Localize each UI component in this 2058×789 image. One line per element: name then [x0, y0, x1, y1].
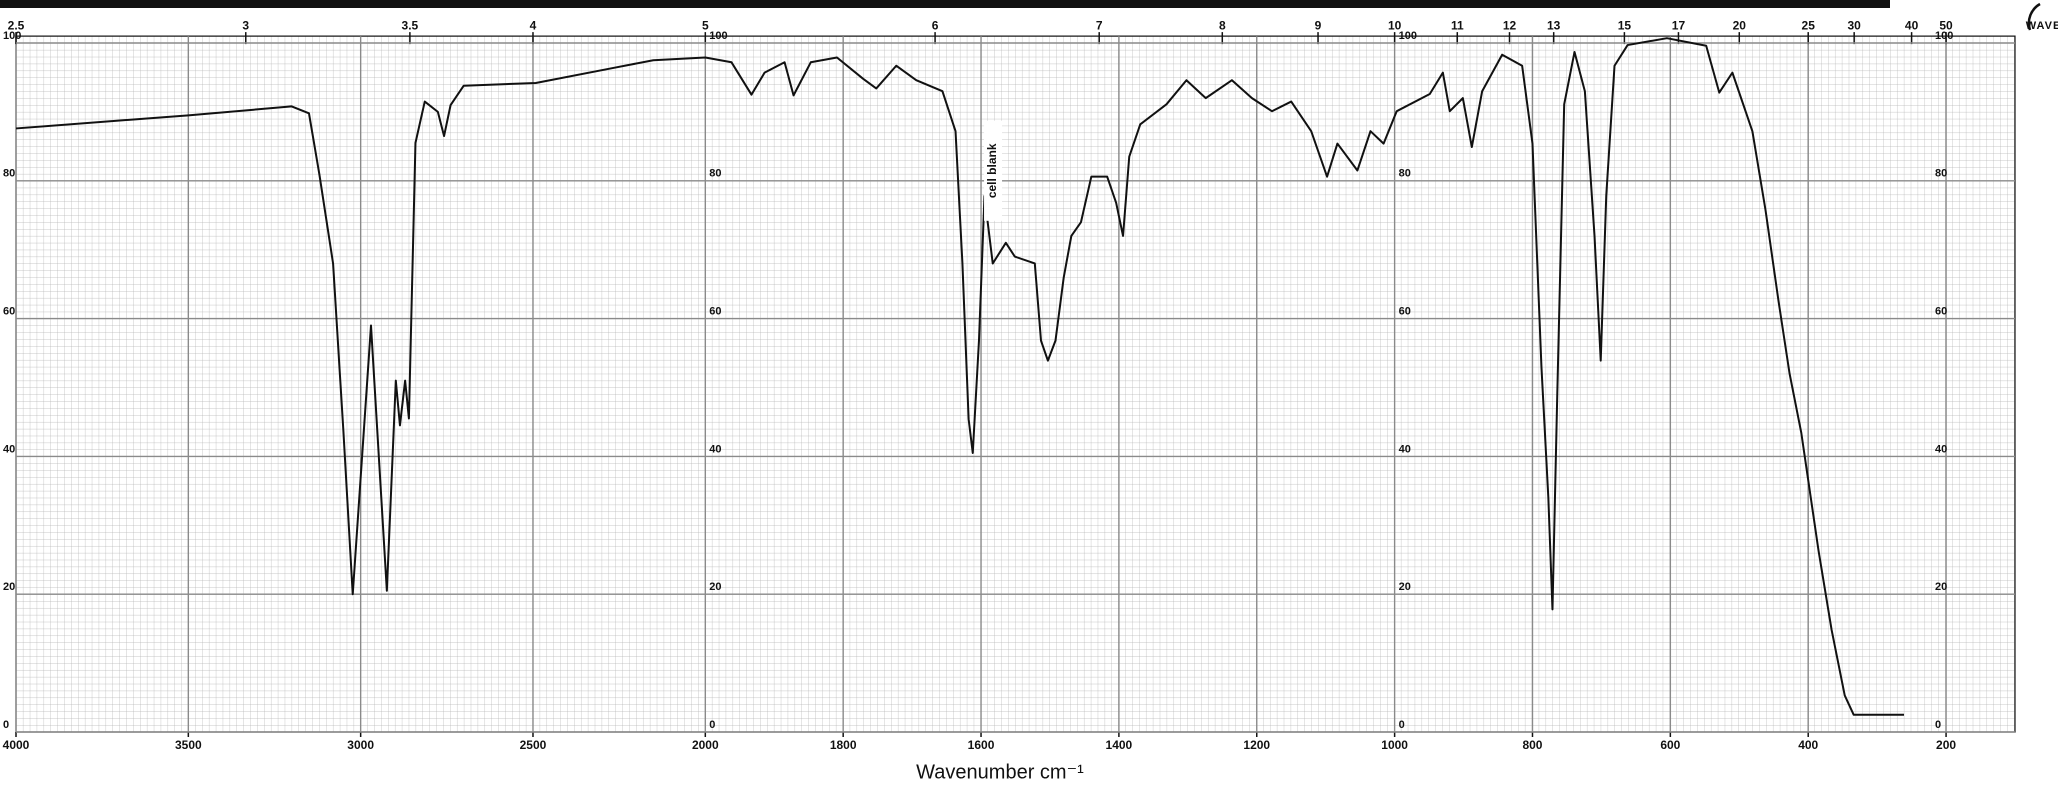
y-tick-label: 100	[1399, 30, 1417, 42]
x-tick-label: 4000	[3, 738, 30, 752]
top-tick-label: 3.5	[402, 18, 419, 32]
top-tick-label: 40	[1905, 18, 1919, 32]
top-tick-label: 12	[1503, 18, 1517, 32]
y-tick-label: 40	[709, 443, 721, 455]
top-tick-label: 11	[1451, 18, 1464, 32]
y-tick-label: 0	[1935, 719, 1941, 731]
top-tick-label: 5	[702, 18, 709, 32]
top-tick-label: 10	[1388, 18, 1402, 32]
y-tick-label: 40	[1935, 443, 1947, 455]
y-tick-label: 40	[3, 443, 15, 455]
y-tick-label: 0	[1399, 719, 1405, 731]
plot-area: 4000 3500 3000 2500 2000 1800 1600 1400 1200 1000…	[3, 18, 2058, 752]
top-axis-label: WAVELENGTH μM	[2026, 20, 2058, 32]
x-tick-label: 2000	[692, 738, 719, 752]
top-tick-label: 15	[1618, 18, 1632, 32]
top-tick-label: 20	[1733, 18, 1747, 32]
x-tick-label: 2500	[520, 738, 547, 752]
y-tick-label: 80	[709, 168, 721, 180]
y-tick-label: 20	[1399, 581, 1411, 593]
y-tick-label: 80	[1935, 168, 1947, 180]
x-tick-label: 600	[1660, 738, 1680, 752]
x-tick-label: 3500	[175, 738, 202, 752]
y-tick-label: 20	[709, 581, 721, 593]
y-tick-label: 60	[709, 306, 721, 318]
top-tick-label: 4	[530, 18, 537, 32]
x-tick-label: 800	[1522, 738, 1542, 752]
x-tick-label: 1600	[968, 738, 995, 752]
top-tick-label: 9	[1315, 18, 1322, 32]
top-tick-label: 25	[1802, 18, 1816, 32]
y-tick-label: 100	[3, 30, 21, 42]
y-tick-label: 20	[3, 581, 15, 593]
annotation: cell blank	[985, 143, 999, 198]
x-tick-label: 200	[1936, 738, 1956, 752]
top-tick-label: 6	[932, 18, 939, 32]
top-tick-label: 30	[1847, 18, 1861, 32]
corner-mark	[2027, 2, 2041, 31]
x-tick-label: 3000	[347, 738, 374, 752]
top-tick-label: 7	[1096, 18, 1103, 32]
y-tick-label: 40	[1399, 443, 1411, 455]
y-tick-label: 60	[1399, 306, 1411, 318]
top-tick-label: 8	[1219, 18, 1226, 32]
top-tick-label: 2.5	[8, 18, 25, 32]
y-tick-label: 60	[3, 306, 15, 318]
top-tick-label: 13	[1547, 18, 1561, 32]
frame-bar	[0, 0, 1890, 8]
y-tick-label: 80	[3, 168, 15, 180]
x-tick-label: 1400	[1106, 738, 1133, 752]
x-tick-label: 1200	[1243, 738, 1270, 752]
top-tick-label: 17	[1672, 18, 1686, 32]
x-axis-label: Wavenumber cm⁻¹	[916, 761, 1084, 783]
y-tick-label: 0	[709, 719, 715, 731]
y-tick-label: 100	[1935, 30, 1953, 42]
x-tick-label: 400	[1798, 738, 1818, 752]
graph-paper	[15, 35, 2016, 733]
y-tick-label: 0	[3, 719, 9, 731]
top-tick-label: 3	[242, 18, 249, 32]
top-tick-label: 50	[1939, 18, 1953, 32]
x-tick-label: 1800	[830, 738, 857, 752]
y-tick-label: 20	[1935, 581, 1947, 593]
y-tick-label: 80	[1399, 168, 1411, 180]
x-tick-label: 1000	[1381, 738, 1408, 752]
spectrum-line	[15, 37, 1905, 716]
annotation-box	[984, 120, 1003, 221]
y-tick-label: 100	[709, 30, 727, 42]
y-tick-label: 60	[1935, 306, 1947, 318]
